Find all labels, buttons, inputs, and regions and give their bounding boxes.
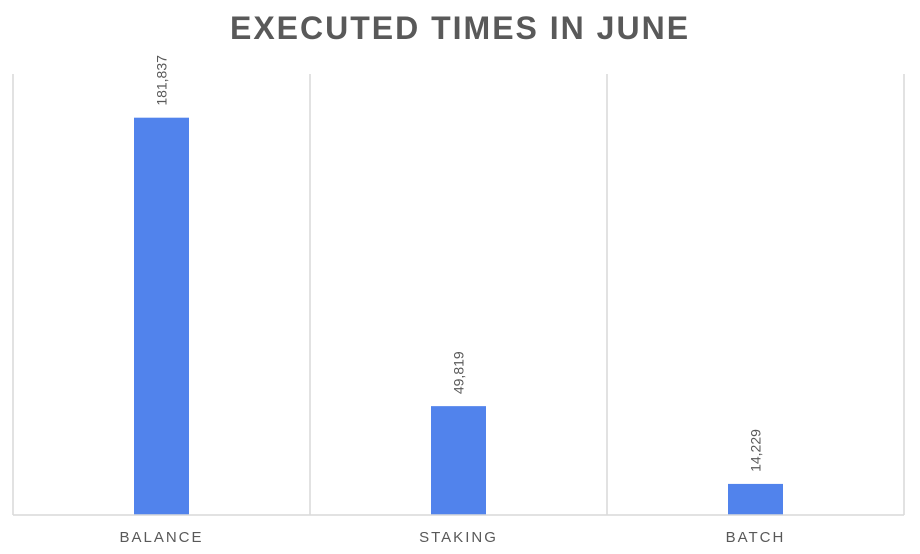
data-label-balance: 181,837 bbox=[154, 55, 170, 106]
category-separators bbox=[12, 74, 905, 515]
data-label-staking: 49,819 bbox=[451, 351, 467, 394]
data-label-batch: 14,229 bbox=[748, 429, 764, 472]
x-tick-label-batch: BATCH bbox=[726, 529, 786, 546]
bar-staking bbox=[431, 406, 486, 515]
bar-balance bbox=[134, 117, 189, 515]
value-labels-group: 181,837 49,819 14,229 bbox=[154, 55, 764, 472]
chart-title: EXECUTED TIMES IN JUNE bbox=[229, 10, 691, 46]
category-labels-group: BALANCE STAKING BATCH bbox=[119, 529, 786, 546]
bar-batch bbox=[728, 483, 783, 515]
bars-group bbox=[134, 117, 783, 515]
x-tick-label-balance: BALANCE bbox=[119, 529, 203, 546]
x-tick-label-staking: STAKING bbox=[419, 529, 498, 546]
